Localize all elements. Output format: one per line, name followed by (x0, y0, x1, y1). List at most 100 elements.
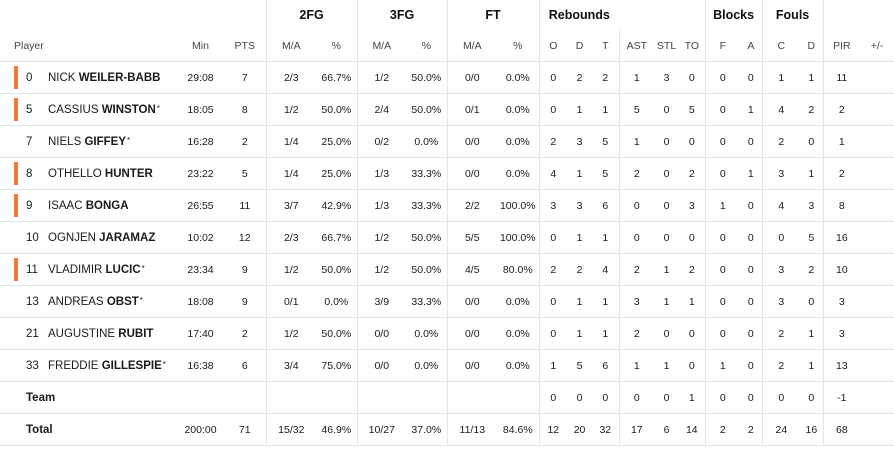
table-row[interactable]: 8 OTHELLO HUNTER 23:22 5 1/4 25.0% 1/3 33.3% 0/0… (0, 157, 894, 190)
player-last-name[interactable]: HUNTER (104, 167, 153, 180)
3fg-pct-cell: 0.0% (406, 125, 448, 158)
header-ft-ma[interactable]: M/A (446, 30, 498, 62)
pir-cell: 11 (822, 61, 861, 94)
stl-cell: 3 (654, 61, 680, 94)
header-blk-f[interactable]: F (704, 30, 741, 62)
player-first-name: ANDREAS (48, 295, 104, 308)
table-row[interactable]: 13 ANDREAS OBST* 18:08 9 0/1 0.0% 3/9 33.3% 0/0 0… (0, 285, 894, 318)
total-label: Total (26, 423, 53, 436)
reb-d-cell: 5 (567, 349, 593, 382)
table-row[interactable]: 7 NIELS GIFFEY* 16:28 2 1/4 25.0% 0/2 0.0% 0/0 0.… (0, 125, 894, 158)
player-cell[interactable]: 0 NICK WEILER-BABB (0, 61, 177, 94)
2fg-pct-cell: 25.0% (316, 157, 358, 190)
player-last-name[interactable]: JARAMAZ (99, 231, 156, 244)
ft-pct-cell: 100.0% (497, 189, 540, 222)
starter-indicator (14, 66, 18, 89)
header-3fg-ma[interactable]: M/A (356, 30, 407, 62)
pts-cell: 11 (224, 189, 267, 222)
player-cell[interactable]: 10 OGNJEN JARAMAZ (0, 221, 177, 254)
header-reb-t[interactable]: T (592, 30, 620, 62)
stl-cell: 1 (654, 349, 680, 382)
header-blk-a[interactable]: A (740, 30, 763, 62)
ft-ma-cell: 11/13 (446, 413, 498, 446)
to-cell: 0 (679, 221, 706, 254)
ast-cell: 1 (618, 61, 655, 94)
player-last-name[interactable]: GIFFEY (84, 135, 126, 148)
header-reb-d[interactable]: D (567, 30, 593, 62)
pts-cell: 12 (224, 221, 267, 254)
header-to[interactable]: TO (679, 30, 706, 62)
player-first-name: AUGUSTINE (48, 327, 116, 340)
pir-cell: 3 (822, 317, 861, 350)
player-cell[interactable]: 7 NIELS GIFFEY* (0, 125, 177, 158)
header-pts[interactable]: PTS (224, 30, 267, 62)
table-row[interactable]: 11 VLADIMIR LUCIC* 23:34 9 1/2 50.0% 1/2 50.0% 4… (0, 253, 894, 286)
reb-t-cell: 4 (592, 253, 620, 286)
player-cell[interactable]: 33 FREDDIE GILLESPIE* (0, 349, 177, 382)
3fg-pct-cell: 50.0% (406, 61, 448, 94)
header-stl[interactable]: STL (654, 30, 680, 62)
header-foul-c[interactable]: C (761, 30, 801, 62)
player-cell[interactable]: 5 CASSIUS WINSTON* (0, 93, 177, 126)
foul-c-cell: 2 (761, 317, 801, 350)
column-header-row: Player Min PTS M/A % M/A % M/A % O D T A… (0, 30, 894, 62)
to-cell: 1 (679, 285, 706, 318)
header-3fg-pct[interactable]: % (406, 30, 448, 62)
blk-a-cell: 0 (740, 349, 763, 382)
table-row[interactable]: 9 ISAAC BONGA 26:55 11 3/7 42.9% 1/3 33.3% 2/2 10… (0, 189, 894, 222)
table-row[interactable]: 0 NICK WEILER-BABB 29:08 7 2/3 66.7% 1/2 50.0% 0… (0, 61, 894, 94)
3fg-ma-cell: 2/4 (356, 93, 407, 126)
ft-pct-cell: 0.0% (497, 157, 540, 190)
player-last-name[interactable]: RUBIT (118, 327, 154, 340)
player-last-name[interactable]: LUCIC (105, 263, 141, 276)
header-foul-d[interactable]: D (800, 30, 824, 62)
ft-pct-cell: 100.0% (497, 221, 540, 254)
reb-o-cell: 0 (538, 285, 568, 318)
player-cell[interactable]: 9 ISAAC BONGA (0, 189, 177, 222)
table-row[interactable]: 5 CASSIUS WINSTON* 18:05 8 1/2 50.0% 2/4 50.0% 0… (0, 93, 894, 126)
reb-o-cell: 3 (538, 189, 568, 222)
player-cell[interactable]: 21 AUGUSTINE RUBIT (0, 317, 177, 350)
blk-f-cell: 0 (704, 93, 741, 126)
player-last-name[interactable]: OBST (106, 295, 139, 308)
player-last-name[interactable]: WINSTON (101, 103, 156, 116)
player-last-name[interactable]: WEILER-BABB (78, 71, 161, 84)
player-cell[interactable]: 8 OTHELLO HUNTER (0, 157, 177, 190)
to-cell: 5 (679, 93, 706, 126)
player-number: 9 (26, 199, 33, 212)
reb-d-cell: 0 (567, 381, 593, 414)
blk-f-cell: 0 (704, 221, 741, 254)
pts-cell: 7 (224, 61, 267, 94)
player-cell[interactable]: 13 ANDREAS OBST* (0, 285, 177, 318)
ft-pct-cell: 80.0% (497, 253, 540, 286)
player-last-name[interactable]: GILLESPIE (101, 359, 162, 372)
ft-pct-cell (497, 381, 540, 414)
header-min[interactable]: Min (177, 30, 224, 62)
2fg-ma-cell: 1/4 (265, 157, 317, 190)
starter-indicator (14, 162, 18, 185)
table-row[interactable]: 10 OGNJEN JARAMAZ 10:02 12 2/3 66.7% 1/2 50.0% 5… (0, 221, 894, 254)
player-number: 5 (26, 103, 33, 116)
player-first-name: OTHELLO (48, 167, 102, 180)
header-ft-pct[interactable]: % (497, 30, 540, 62)
table-row[interactable]: 21 AUGUSTINE RUBIT 17:40 2 1/2 50.0% 0/0 0.0% 0/… (0, 317, 894, 350)
player-last-name[interactable]: BONGA (85, 199, 129, 212)
header-pir[interactable]: PIR (822, 30, 861, 62)
2fg-ma-cell: 15/32 (265, 413, 317, 446)
player-cell[interactable]: 11 VLADIMIR LUCIC* (0, 253, 177, 286)
to-cell: 0 (679, 349, 706, 382)
total-row: Total 200:00 71 15/32 46.9% 10/27 37.0% 11/13 84… (0, 413, 894, 446)
ast-cell: 5 (618, 93, 655, 126)
header-reb-o[interactable]: O (538, 30, 568, 62)
blk-f-cell: 0 (704, 125, 741, 158)
table-row[interactable]: 33 FREDDIE GILLESPIE* 16:38 6 3/4 75.0% 0/0 0.0… (0, 349, 894, 382)
header-player[interactable]: Player (0, 30, 177, 62)
header-2fg-pct[interactable]: % (316, 30, 358, 62)
header-ast[interactable]: AST (618, 30, 655, 62)
player-number: 0 (26, 71, 33, 84)
player-first-name: CASSIUS (48, 103, 99, 116)
ft-ma-cell: 0/0 (446, 285, 498, 318)
header-plus-minus[interactable]: +/- (860, 30, 894, 62)
player-number: 10 (26, 231, 39, 244)
header-2fg-ma[interactable]: M/A (265, 30, 317, 62)
